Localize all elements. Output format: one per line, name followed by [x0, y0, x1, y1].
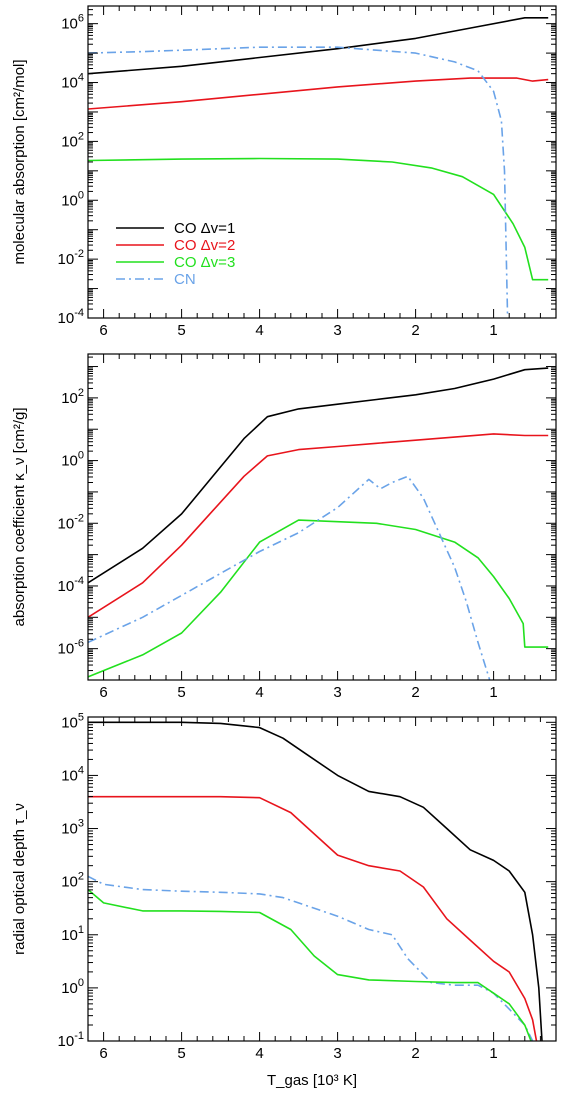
y-tick-label: 10-4: [58, 575, 84, 595]
x-tick-label: 2: [411, 322, 419, 339]
x-tick-label: 5: [177, 322, 185, 339]
series-line-co2: [88, 795, 538, 1041]
y-tick-label: 10-2: [58, 248, 84, 268]
legend-label: CN: [174, 271, 196, 288]
y-tick-label: 100: [61, 450, 84, 470]
y-axis-label: molecular absorption [cm²/mol]: [11, 59, 28, 264]
y-axis-label: absorption coefficient κ_ν [cm²/g]: [11, 408, 28, 627]
panel-2: 6 5 4 3 2 1 102 100 10-2 10-4 10-6 absorption coeff…: [11, 353, 557, 701]
series-line-co3: [88, 157, 549, 281]
x-tick-label: 3: [333, 322, 341, 339]
y-tick-label: 10-4: [58, 307, 84, 327]
y-tick-label: 106: [61, 13, 84, 33]
x-tick-label: 3: [333, 1045, 341, 1062]
series-line-cn: [88, 875, 534, 1041]
series-line-cn: [88, 475, 491, 680]
y-tick-label: 103: [61, 818, 84, 838]
y-tick-label: 101: [61, 924, 84, 944]
y-tick-label: 10-1: [58, 1030, 84, 1050]
panel-3: 6 5 4 3 2 1 105 104 103 102 101 100 10-1 radial optic…: [11, 711, 557, 1089]
series-line-co3: [88, 519, 549, 678]
series-line-co1: [88, 367, 549, 584]
series-line-co1: [88, 721, 543, 1041]
x-tick-label: 4: [255, 684, 263, 701]
x-tick-label: 4: [255, 1045, 263, 1062]
plot-frame: [87, 5, 557, 319]
x-tick-label: 5: [177, 1045, 185, 1062]
legend: CO Δv=1CO Δv=2CO Δv=3CN: [116, 220, 235, 288]
x-tick-label: 6: [99, 684, 107, 701]
x-tick-label: 2: [411, 684, 419, 701]
legend-label: CO Δv=1: [174, 220, 235, 237]
x-axis-label: T_gas [10³ K]: [267, 1072, 357, 1089]
y-tick-label: 102: [61, 130, 84, 150]
x-tick-label: 5: [177, 684, 185, 701]
x-tick-label: 2: [411, 1045, 419, 1062]
legend-label: CO Δv=2: [174, 237, 235, 254]
y-axis-label: radial optical depth τ_ν: [11, 803, 28, 955]
y-tick-label: 104: [61, 764, 84, 784]
x-tick-label: 4: [255, 322, 263, 339]
series-line-co2: [88, 77, 549, 110]
x-tick-label: 6: [99, 1045, 107, 1062]
legend-label: CO Δv=3: [174, 254, 235, 271]
y-tick-label: 10-6: [58, 638, 84, 658]
series-line-co1: [88, 16, 549, 75]
x-tick-label: 6: [99, 322, 107, 339]
y-tick-label: 102: [61, 871, 84, 891]
y-tick-label: 100: [61, 977, 84, 997]
y-tick-label: 104: [61, 72, 84, 92]
y-tick-label: 105: [61, 711, 84, 731]
series-group: [88, 16, 549, 318]
series-group: [88, 721, 543, 1041]
series-group: [88, 367, 549, 680]
panel-1: 6 5 4 3 2 1 106 104 102 100 10-2 10-4 molecular abso…: [11, 5, 557, 339]
x-tick-label: 1: [489, 684, 497, 701]
series-line-co3: [88, 888, 532, 1041]
y-tick-label: 102: [61, 387, 84, 407]
y-tick-label: 10-2: [58, 512, 84, 532]
plot-frame: [87, 353, 557, 681]
x-tick-label: 1: [489, 1045, 497, 1062]
y-tick-label: 100: [61, 189, 84, 209]
series-line-cn: [88, 46, 509, 318]
series-line-co2: [88, 433, 549, 618]
x-tick-label: 3: [333, 684, 341, 701]
x-tick-label: 1: [489, 322, 497, 339]
